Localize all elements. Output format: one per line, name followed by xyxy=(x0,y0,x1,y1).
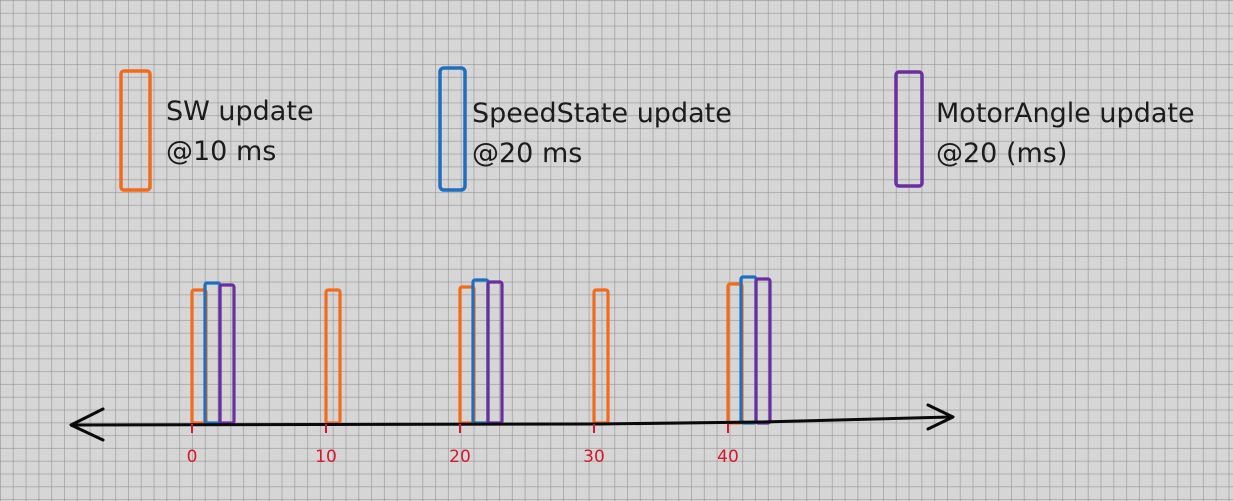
axis-line xyxy=(70,415,952,427)
legend-label-sw: SW update @10 ms xyxy=(166,92,314,172)
legend-motor-rate: @20 (ms) xyxy=(936,138,1068,169)
legend-label-speed: SpeedState update @20 ms xyxy=(472,94,732,174)
motor-update-bar xyxy=(754,277,772,425)
axis-ticks: 0 10 20 30 40 xyxy=(187,424,739,467)
tick-label: 20 xyxy=(449,447,471,467)
motor-update-bar xyxy=(218,283,236,425)
motor-update-bar xyxy=(486,280,504,425)
axis-left-arrowhead xyxy=(69,407,105,442)
sw-update-bar xyxy=(324,288,342,425)
tick-label: 0 xyxy=(187,447,198,467)
legend-swatch-speed xyxy=(438,66,467,192)
legend-label-motor: MotorAngle update @20 (ms) xyxy=(936,94,1195,174)
time-axis xyxy=(69,403,955,442)
update-bars xyxy=(190,275,772,425)
legend-speed-title: SpeedState update xyxy=(472,98,732,129)
sw-update-bar xyxy=(592,288,610,425)
legend-sw-rate: @10 ms xyxy=(166,136,277,167)
tick-label: 30 xyxy=(583,447,605,467)
tick-label: 10 xyxy=(315,447,337,467)
legend-sw-title: SW update xyxy=(166,96,314,127)
legend-swatch-sw xyxy=(119,69,152,192)
legend-motor-title: MotorAngle update xyxy=(936,98,1195,129)
legend-swatch-motor xyxy=(894,70,924,188)
tick-label: 40 xyxy=(717,447,739,467)
axis-right-arrowhead xyxy=(926,403,955,431)
legend-speed-rate: @20 ms xyxy=(472,138,583,169)
